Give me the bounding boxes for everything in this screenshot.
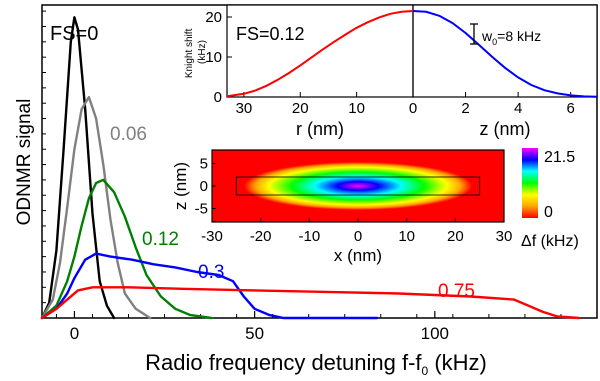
inset1-r-curve: [226, 10, 414, 98]
inset1-z-curve: [412, 10, 598, 98]
heatmap-x-tick-label: 0: [354, 228, 362, 245]
main-x-ticks: 0 50 100: [55, 311, 562, 343]
inset-heatmap: -30 -20 -10 0 10 20 30-505 z (nm) x (nm) 21.5 …: [171, 148, 579, 265]
scale-bar-label-rest: =8 kHz: [497, 28, 541, 44]
series-label-0-75: 0.75: [438, 281, 475, 302]
heatmap-y-tick-label: 0: [200, 178, 208, 195]
main-x-axis-label-unit: (kHz): [428, 350, 487, 375]
main-y-ticks: [42, 10, 46, 319]
colorbar-title: Δf (kHz): [521, 233, 579, 250]
series-label-0-06: 0.06: [110, 124, 147, 145]
inset1-r-tick-label: 20: [292, 100, 309, 117]
main-series: [40, 16, 581, 320]
scale-bar-w0: w0=8 kHz: [470, 23, 541, 47]
series-line-2: [40, 178, 213, 320]
x-tick-label: 100: [421, 324, 449, 343]
heatmap-x-axis-label: x (nm): [334, 246, 382, 265]
heatmap-x-tick-label: 10: [398, 228, 415, 245]
inset1-title: FS=0.12: [236, 24, 305, 44]
inset1-right-frame: [412, 4, 598, 98]
heatmap-x-tick-label: -20: [250, 228, 272, 245]
inset1-z-tick-label: 2: [461, 100, 469, 117]
x-tick-label: 50: [245, 324, 264, 343]
heatmap-y-axis-label: z (nm): [171, 162, 190, 210]
heatmap-x-tick-label: 20: [447, 228, 464, 245]
series-label-0-3: 0.3: [198, 262, 224, 283]
series-line-4: [40, 286, 581, 320]
heatmap-profile: [244, 162, 472, 210]
inset1-background: [227, 5, 597, 97]
inset1-z-tick-label: 4: [514, 100, 522, 117]
inset1-y-label-line1: Knight shift: [184, 28, 195, 78]
series-label-0-12: 0.12: [142, 229, 179, 250]
colorbar-max-label: 21.5: [544, 149, 575, 166]
scale-bar-label: w0=8 kHz: [481, 28, 541, 47]
inset1-r-tick-label: 10: [348, 100, 365, 117]
series-line-3: [40, 252, 379, 320]
colorbar-min-label: 0: [544, 204, 553, 221]
main-x-axis-label-sub: 0: [422, 364, 429, 378]
heatmap-x-tick-label: -30: [201, 228, 223, 245]
main-y-axis-label: ODNMR signal: [14, 99, 35, 226]
heatmap-ticks: -30 -20 -10 0 10 20 30 -5 0 5: [195, 156, 513, 246]
inset1-y-tick-label: 20: [205, 9, 222, 26]
main-x-axis-label: Radio frequency detuning f-f0 (kHz): [145, 350, 487, 378]
main-x-axis-label-text: Radio frequency detuning f-f: [145, 350, 422, 375]
dot-outline: [235, 176, 481, 196]
inset1-ticks: 30 20 10 0 2 4 6 0 10 20: [205, 9, 575, 117]
scale-bar-label-text: w: [481, 28, 493, 44]
inset1-y-label-line2: (kHz): [197, 40, 208, 64]
heatmap-x-tick-label: -10: [298, 228, 320, 245]
inset1-z-tick-label: 6: [567, 100, 575, 117]
heatmap-x-tick-label: 30: [496, 228, 513, 245]
annotation-fs0: FS=0: [50, 23, 98, 45]
scale-bar-label-sub: 0: [492, 37, 497, 47]
inset1-z-axis-label: z (nm): [480, 119, 531, 139]
inset1-y-tick-label: 0: [214, 89, 222, 106]
inset1-r-tick-label: 0: [409, 100, 417, 117]
inset1-y-tick-label: 10: [205, 49, 222, 66]
heatmap-y-tick-label: 5: [200, 156, 208, 173]
inset1-r-tick-label: 30: [236, 100, 253, 117]
x-tick-label: 0: [70, 324, 79, 343]
series-line-0: [40, 16, 116, 320]
main-plot: 0 50 100 FS=0 0.06 0.12 0.3 0.75 ODNMR sig…: [14, 4, 598, 378]
colorbar: [522, 148, 538, 218]
heatmap-y-tick-label: -5: [195, 201, 208, 218]
inset1-r-axis-label: r (nm): [296, 119, 344, 139]
inset1-y-axis-label: Knight shift (kHz): [184, 26, 208, 78]
